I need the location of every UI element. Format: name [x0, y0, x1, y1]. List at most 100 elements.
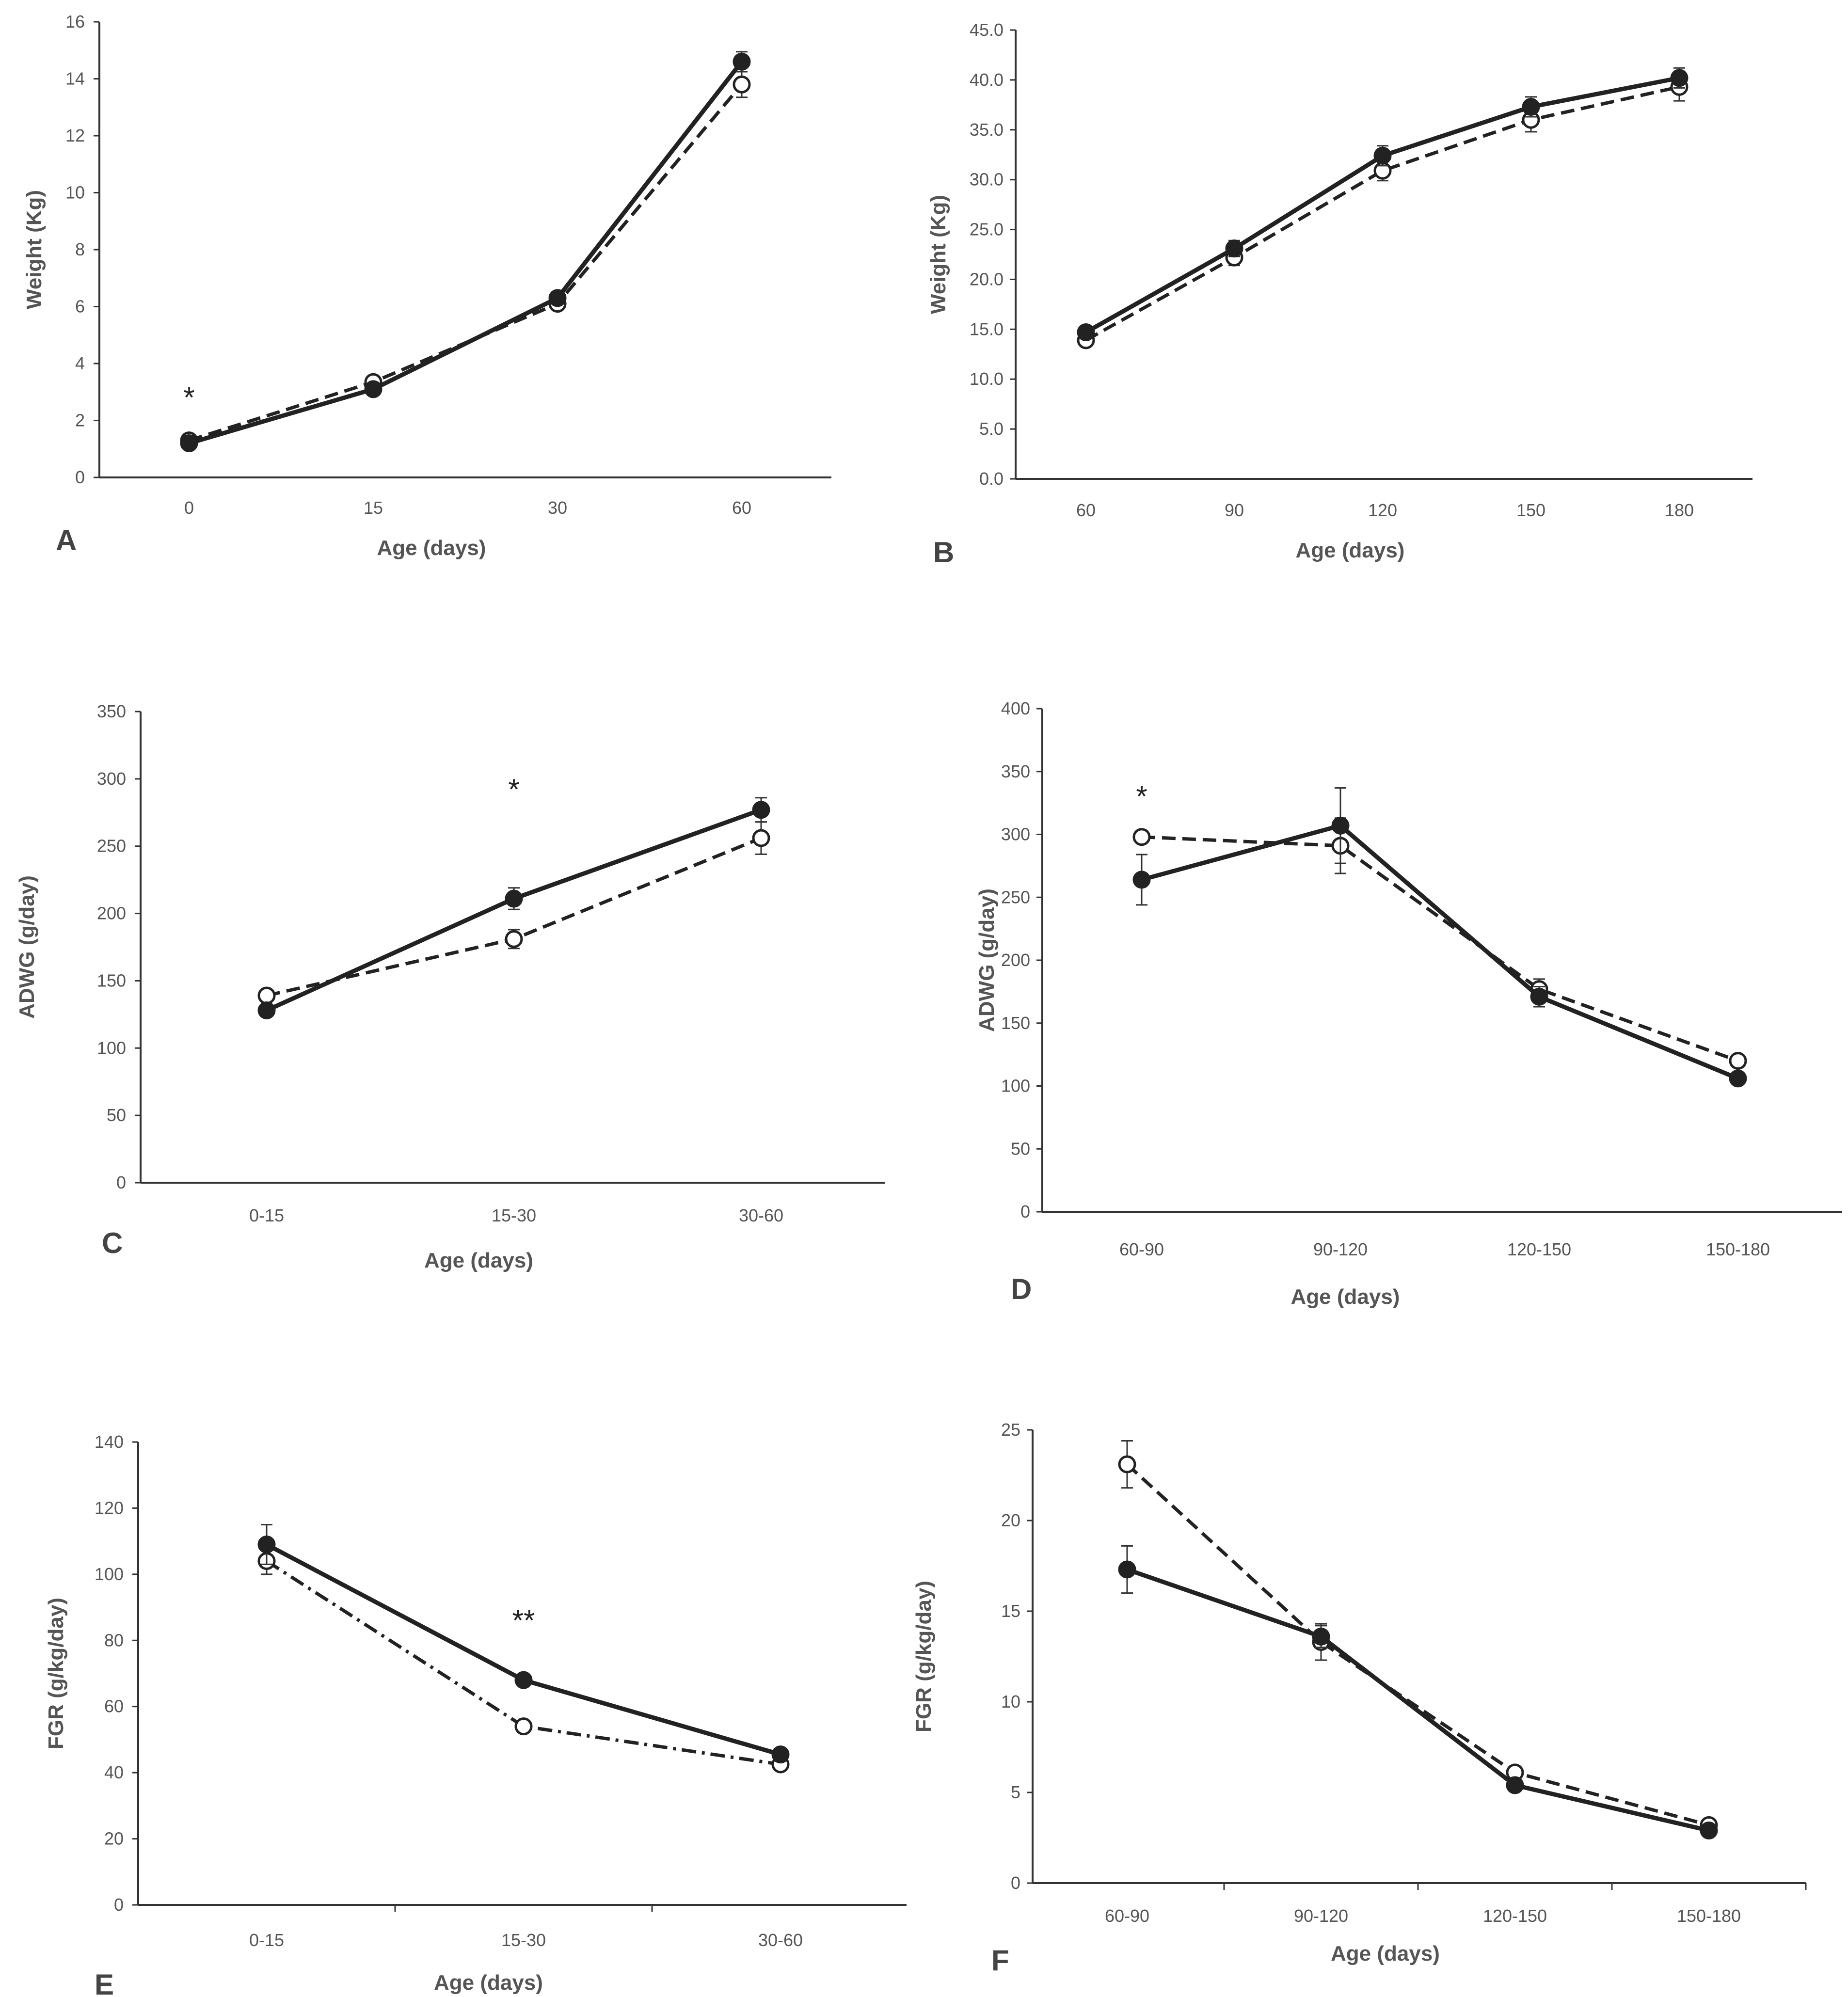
y-tick-label: 0: [116, 1173, 126, 1192]
y-tick-label: 15.0: [970, 319, 1004, 339]
x-tick-label: 90: [1225, 500, 1244, 520]
x-axis-label: Age (days): [1291, 1285, 1400, 1309]
x-tick-label: 150-180: [1677, 1906, 1741, 1926]
panel-letter: D: [1011, 1273, 1032, 1305]
y-tick-label: 10: [65, 183, 85, 203]
series-line-solid: [1141, 823, 1739, 1081]
x-tick-label: 120-150: [1507, 1239, 1571, 1259]
y-tick-label: 60: [104, 1696, 124, 1716]
y-tick-label: 14: [65, 69, 85, 89]
y-tick-label: 8: [75, 239, 85, 259]
y-tick-label: 0: [1011, 1873, 1020, 1893]
data-point-solid: [1670, 69, 1689, 87]
series-line-solid: [1126, 1567, 1710, 1833]
x-tick-label: 0-15: [249, 1205, 284, 1225]
x-tick-label: 60-90: [1119, 1239, 1164, 1259]
panel-letter: F: [991, 1944, 1009, 1977]
data-point-solid: [1225, 239, 1243, 258]
y-tick-label: 10: [1001, 1692, 1020, 1712]
y-tick-label: 12: [65, 126, 85, 145]
x-tick-label: 0: [184, 498, 194, 518]
y-tick-label: 100: [1001, 1076, 1030, 1096]
data-point-solid: [1373, 146, 1392, 165]
y-tick-label: 15: [1001, 1601, 1020, 1621]
data-point-solid: [752, 801, 770, 819]
x-tick-label: 120: [1368, 500, 1397, 520]
y-tick-label: 30.0: [970, 170, 1004, 190]
data-point-dashed: [1132, 828, 1151, 846]
y-tick-label: 350: [97, 701, 126, 721]
x-tick-label: 0-15: [249, 1930, 284, 1950]
y-tick-label: 5: [1011, 1782, 1020, 1802]
series-line-dashed: [1085, 85, 1680, 342]
data-point-dashed: [733, 75, 751, 94]
y-tick-label: 300: [1001, 824, 1030, 844]
x-tick-label: 15-30: [501, 1930, 546, 1950]
x-tick-label: 90-120: [1294, 1906, 1348, 1926]
series-line-dashed: [188, 83, 743, 442]
data-point-solid: [1729, 1069, 1747, 1088]
chart-panel-d: 0 50 100 150 200 250 300 350 400 60-90 90-120 120-1…: [975, 698, 1842, 1309]
data-point-dashed: [505, 930, 523, 948]
x-tick-label: 60-90: [1105, 1906, 1149, 1926]
data-point-dashed: [257, 986, 276, 1005]
panel-letter: B: [933, 536, 954, 569]
y-tick-label: 0: [75, 467, 85, 487]
chart-panel-b: 0.0 5.0 10.0 15.0 20.0 25.0 30.0 35.0 40.0 45.0 60…: [926, 20, 1752, 569]
x-axis-label: Age (days): [377, 536, 486, 560]
y-tick-label: 200: [1001, 950, 1030, 970]
panel-letter: A: [56, 524, 77, 556]
data-point-solid: [1118, 1560, 1136, 1579]
y-axis-label: Weight (Kg): [926, 195, 950, 314]
y-tick-label: 20: [104, 1829, 124, 1849]
y-tick-label: 20: [1001, 1510, 1020, 1530]
y-tick-label: 40.0: [970, 70, 1004, 90]
y-axis-label: ADWG (g/day): [975, 888, 999, 1032]
chart-panel-f: 0 5 10 15 20 25 60-90 90-120 120-150 150-180 Age (…: [912, 1420, 1807, 1977]
panel-letter: E: [95, 1968, 114, 1997]
y-tick-label: 4: [75, 353, 85, 373]
y-tick-label: 6: [75, 297, 85, 317]
series-line-dash-dot: [266, 1559, 781, 1766]
chart-panel-e: 0 20 40 60 80 100 120 140 0-15 15-30 30-60 Age (day…: [44, 1432, 907, 1997]
y-tick-label: 250: [97, 836, 126, 856]
series-line-dashed: [1141, 835, 1739, 1062]
x-tick-label: 150-180: [1706, 1239, 1770, 1259]
series-line-dashed: [1126, 1463, 1709, 1827]
x-tick-label: 15: [364, 498, 383, 518]
y-tick-label: 0: [1020, 1202, 1030, 1221]
series-line-solid: [188, 60, 744, 445]
data-point-solid: [364, 380, 382, 398]
x-tick-label: 150: [1516, 500, 1545, 520]
y-tick-label: 5.0: [979, 419, 1004, 439]
x-axis-label: Age (days): [424, 1249, 533, 1272]
x-tick-label: 120-150: [1483, 1906, 1547, 1926]
chart-panel-c: 0 50 100 150 200 250 300 350 0-15 15-30 30-60 Age (…: [15, 701, 885, 1272]
y-tick-label: 100: [97, 1038, 126, 1058]
x-tick-label: 15-30: [492, 1205, 536, 1225]
y-tick-label: 150: [1001, 1013, 1030, 1033]
y-axis-label: FGR (g/kg/day): [912, 1581, 936, 1732]
x-axis-label: Age (days): [1296, 539, 1405, 562]
y-tick-label: 300: [97, 769, 126, 789]
y-tick-label: 400: [1001, 698, 1030, 718]
x-tick-label: 180: [1665, 500, 1694, 520]
y-tick-label: 16: [65, 12, 85, 32]
y-tick-label: 50: [1011, 1139, 1030, 1158]
x-axis-label: Age (days): [434, 1971, 543, 1995]
y-axis-label: ADWG (g/day): [15, 875, 39, 1019]
data-point-dashed: [752, 829, 770, 847]
y-tick-label: 10.0: [970, 369, 1004, 389]
chart-panel-a: 0 2 4 6 8 10 12 14 16 0 15 30 60 Age (days) Weight (Kg…: [22, 12, 831, 560]
y-axis-label: Weight (Kg): [22, 190, 46, 309]
x-tick-label: 30-60: [739, 1205, 783, 1225]
y-tick-label: 25: [1001, 1420, 1020, 1440]
data-point-solid: [1506, 1776, 1524, 1794]
y-tick-label: 50: [107, 1105, 126, 1125]
x-tick-label: 60: [732, 498, 751, 518]
data-point-solid: [514, 1671, 533, 1689]
data-point-solid: [257, 1001, 276, 1020]
y-tick-label: 100: [95, 1564, 124, 1584]
y-tick-label: 2: [75, 411, 85, 430]
data-point-solid: [548, 289, 567, 307]
